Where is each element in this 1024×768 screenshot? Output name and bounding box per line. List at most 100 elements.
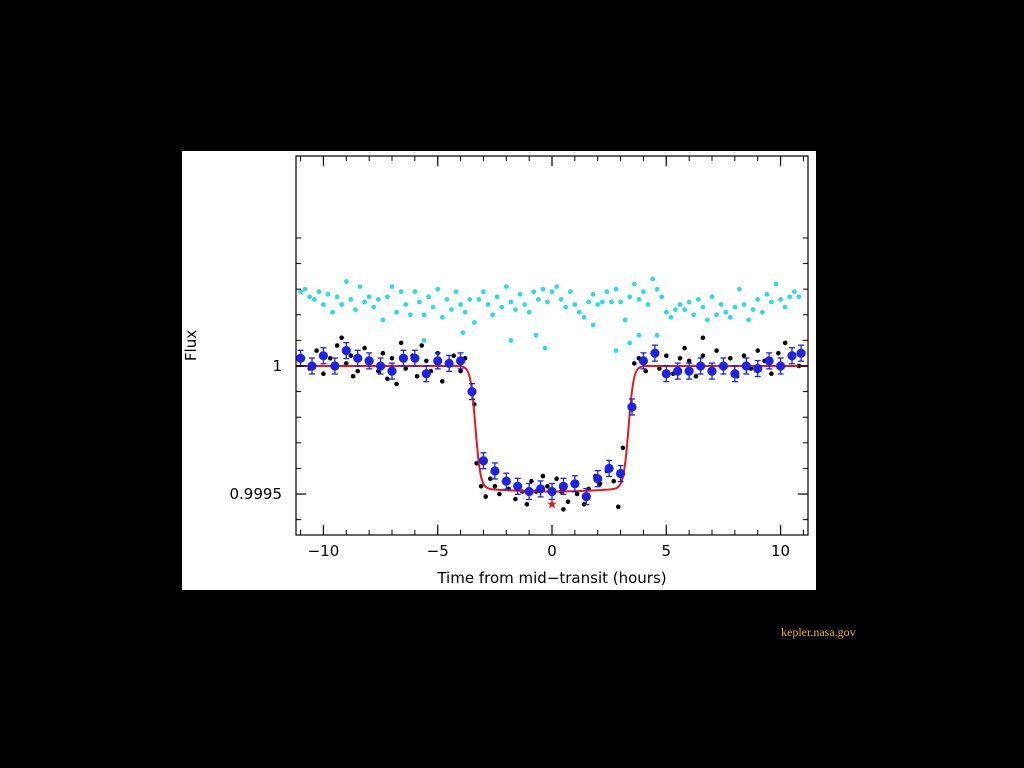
unbinned-data-point [321, 371, 326, 376]
offset-data-point [741, 302, 747, 307]
binned-data-point [318, 347, 328, 365]
offset-data-point [343, 279, 349, 284]
binned-data-point [696, 357, 706, 375]
chart-panel: −10 −5 0 5 10 1 0.9995 Time from mid−transit … [182, 151, 816, 590]
offset-data-point [773, 281, 779, 287]
binned-data-point [478, 452, 488, 470]
binned-data-point [330, 357, 340, 375]
offset-data-point [769, 299, 774, 305]
offset-data-point [723, 309, 729, 315]
binned-point-marker [593, 474, 603, 484]
unbinned-data-point [657, 366, 662, 371]
binned-data-point [776, 357, 786, 375]
offset-data-point [508, 299, 514, 305]
mid-transit-marker-group [547, 499, 557, 509]
binned-data-point [387, 362, 397, 380]
offset-data-point [778, 297, 783, 302]
unbinned-data-point [682, 345, 687, 351]
x-axis-ticks: −10 −5 0 5 10 [300, 156, 804, 560]
binned-point-marker [433, 356, 443, 366]
binned-point-marker [353, 353, 363, 363]
binned-data-point [341, 341, 351, 360]
unbinned-data-point [686, 358, 692, 364]
unbinned-data-point [355, 368, 360, 374]
offset-data-point [531, 289, 537, 295]
offset-data-point [476, 297, 482, 302]
binned-point-marker [558, 481, 568, 491]
offset-data-point [631, 281, 637, 287]
offset-data-point [691, 312, 697, 318]
unbinned-series-group [300, 335, 802, 512]
offset-data-point [590, 322, 596, 328]
binned-point-marker [524, 486, 534, 497]
offset-data-point [513, 307, 518, 312]
x-axis-label: Time from mid−transit (hours) [436, 569, 666, 587]
offset-data-point [599, 299, 605, 305]
unbinned-data-point [440, 379, 445, 384]
offset-data-point [695, 297, 701, 302]
unbinned-data-point [776, 350, 781, 356]
offset-data-point [321, 302, 326, 307]
binned-series-group [296, 341, 806, 506]
offset-series-group [298, 276, 802, 353]
binned-data-point [353, 349, 363, 367]
offset-data-point [709, 294, 715, 300]
offset-data-point [654, 332, 660, 338]
offset-data-point [755, 297, 761, 302]
offset-data-point [330, 309, 335, 315]
binned-point-marker [410, 353, 420, 363]
unbinned-data-point [328, 356, 333, 361]
offset-data-point [334, 294, 340, 300]
offset-data-point [732, 304, 738, 310]
binned-point-marker [581, 492, 591, 502]
offset-data-point [764, 291, 770, 297]
unbinned-data-point [394, 381, 399, 387]
unbinned-data-point [334, 343, 340, 348]
unbinned-data-point [483, 494, 489, 499]
offset-data-point [714, 312, 719, 318]
unbinned-data-point [561, 507, 566, 512]
offset-data-point [398, 289, 404, 295]
unbinned-data-point [458, 368, 463, 374]
x-tick-label: 10 [771, 542, 790, 560]
offset-data-point [791, 289, 797, 295]
offset-data-point [366, 294, 372, 300]
unbinned-data-point [424, 358, 429, 364]
unbinned-data-point [344, 361, 349, 366]
binned-data-point [376, 357, 386, 375]
offset-data-point [348, 297, 354, 302]
offset-data-point [485, 302, 491, 307]
unbinned-data-point [616, 504, 621, 510]
binned-point-marker [547, 486, 557, 497]
unbinned-data-point [700, 335, 706, 341]
offset-data-point [549, 289, 555, 295]
offset-data-point [533, 332, 539, 338]
unbinned-data-point [782, 340, 788, 346]
offset-data-point [357, 284, 363, 289]
offset-data-point [535, 297, 541, 302]
light-curve-chart: −10 −5 0 5 10 1 0.9995 Time from mid−transit … [182, 155, 809, 587]
binned-data-point [524, 482, 534, 501]
binned-data-point [650, 344, 660, 362]
offset-data-point [677, 302, 683, 307]
transit-model-curve [296, 364, 808, 493]
unbinned-data-point [554, 476, 559, 482]
unbinned-data-point [611, 478, 616, 484]
binned-data-point [684, 362, 694, 380]
mid-transit-star [547, 499, 557, 509]
model-curve-group [296, 364, 808, 493]
offset-data-point [407, 312, 413, 318]
offset-data-point [718, 302, 724, 307]
offset-data-point [613, 286, 619, 292]
offset-data-point [298, 289, 303, 295]
offset-data-point [444, 297, 450, 302]
binned-data-point [593, 470, 603, 488]
binned-data-point [501, 472, 511, 490]
plot-frame [295, 155, 809, 536]
binned-point-marker [764, 356, 774, 366]
offset-data-point [453, 289, 459, 295]
unbinned-data-point [385, 376, 390, 382]
binned-point-marker [718, 361, 729, 371]
unbinned-data-point [362, 345, 367, 351]
unbinned-data-point [755, 348, 760, 353]
